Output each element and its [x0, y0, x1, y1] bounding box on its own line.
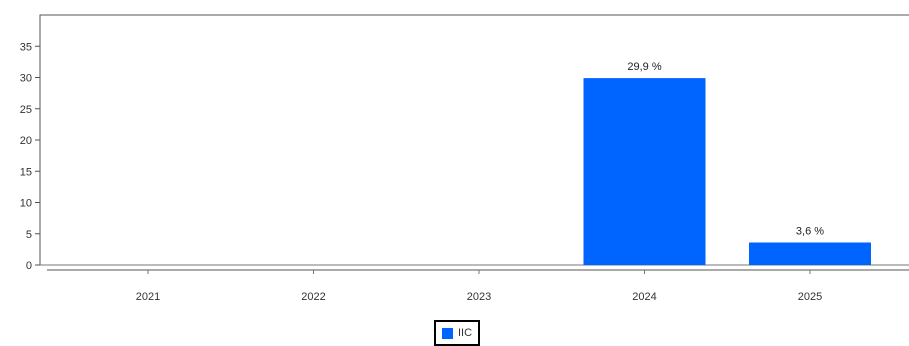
x-tick-label-2023: 2023: [467, 291, 491, 303]
x-tick-label-2021: 2021: [136, 291, 160, 303]
legend-label-iic: IIC: [458, 327, 473, 339]
x-tick-label-2024: 2024: [632, 291, 656, 303]
legend-swatch-iic: [442, 327, 453, 339]
y-tick-label: 35: [20, 41, 32, 53]
plot-frame: [39, 14, 909, 265]
x-tick-label-2022: 2022: [301, 291, 325, 303]
y-tick-label: 10: [20, 198, 32, 210]
y-tick-label: 30: [20, 73, 32, 85]
x-tick-label-2025: 2025: [798, 291, 822, 303]
y-tick-label: 20: [20, 135, 32, 147]
y-tick-label: 15: [20, 166, 32, 178]
y-tick-label: 25: [20, 104, 32, 116]
y-tick-label: 5: [26, 229, 32, 241]
legend: IIC: [434, 320, 481, 346]
data-label-2025: 3,6 %: [796, 226, 824, 238]
bar-2025: [749, 242, 871, 265]
y-tick-label: 0: [26, 260, 32, 272]
bar-2024: [583, 78, 706, 265]
data-label-2024: 29,9 %: [627, 61, 661, 73]
